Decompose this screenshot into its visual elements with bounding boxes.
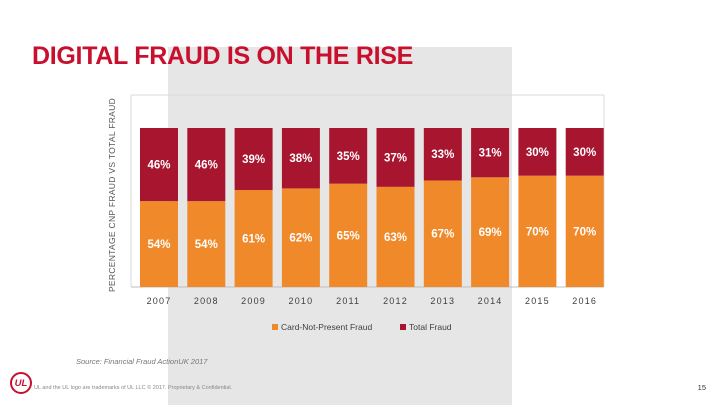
- x-tick-label: 2011: [336, 296, 360, 306]
- ul-logo: UL: [10, 372, 32, 394]
- bar-card-not-present: [471, 177, 510, 287]
- bar-card-not-present: [187, 201, 226, 287]
- legend-label: Total Fraud: [409, 322, 452, 332]
- legend-swatch: [400, 324, 406, 330]
- bar-total-fraud: [329, 128, 368, 184]
- data-label-total-fraud: 31%: [479, 148, 502, 160]
- bar-total-fraud: [471, 128, 510, 178]
- data-label-card-not-present: 63%: [384, 232, 407, 244]
- slide-title: DIGITAL FRAUD IS ON THE RISE: [32, 42, 413, 70]
- source-note: Source: Financial Fraud ActionUK 2017: [76, 357, 208, 366]
- x-tick-label: 2008: [194, 296, 219, 306]
- data-label-card-not-present: 67%: [431, 229, 454, 241]
- bar-total-fraud: [140, 128, 178, 202]
- data-label-total-fraud: 46%: [147, 160, 170, 172]
- x-tick-label: 2009: [241, 296, 266, 306]
- bar-card-not-present: [565, 175, 604, 287]
- bar-card-not-present: [376, 186, 415, 287]
- data-label-card-not-present: 69%: [479, 227, 502, 239]
- x-tick-label: 2007: [147, 296, 172, 306]
- x-tick-label: 2016: [572, 296, 597, 306]
- legend-swatch: [272, 324, 278, 330]
- bar-card-not-present: [423, 180, 462, 287]
- bar-total-fraud: [565, 128, 604, 176]
- data-label-total-fraud: 38%: [289, 153, 312, 165]
- data-label-card-not-present: 70%: [573, 226, 596, 238]
- data-label-total-fraud: 46%: [195, 160, 218, 172]
- x-tick-label: 2012: [383, 296, 408, 306]
- x-tick-label: 2013: [430, 296, 455, 306]
- bar-total-fraud: [423, 128, 462, 181]
- x-tick-label: 2010: [288, 296, 313, 306]
- page-number: 15: [697, 383, 706, 392]
- data-label-total-fraud: 30%: [573, 147, 596, 159]
- x-tick-label: 2015: [525, 296, 550, 306]
- data-label-card-not-present: 70%: [526, 226, 549, 238]
- data-label-card-not-present: 54%: [195, 239, 218, 251]
- data-label-card-not-present: 61%: [242, 234, 265, 246]
- bar-total-fraud: [187, 128, 226, 202]
- data-label-total-fraud: 39%: [242, 154, 265, 166]
- x-tick-label: 2014: [478, 296, 503, 306]
- bar-total-fraud: [281, 128, 320, 189]
- bar-card-not-present: [234, 190, 273, 287]
- data-label-total-fraud: 35%: [337, 151, 360, 163]
- bar-card-not-present: [329, 183, 368, 287]
- bar-card-not-present: [281, 188, 320, 287]
- data-label-total-fraud: 30%: [526, 147, 549, 159]
- data-label-total-fraud: 33%: [431, 149, 454, 161]
- data-label-card-not-present: 62%: [289, 233, 312, 245]
- bar-total-fraud: [518, 128, 557, 176]
- data-label-total-fraud: 37%: [384, 152, 407, 164]
- bar-card-not-present: [140, 201, 178, 287]
- data-label-card-not-present: 54%: [147, 239, 170, 251]
- data-label-card-not-present: 65%: [337, 230, 360, 242]
- bar-card-not-present: [518, 175, 557, 287]
- bar-total-fraud: [234, 128, 273, 191]
- trademark-footer: UL and the UL logo are trademarks of UL …: [34, 385, 233, 391]
- bar-total-fraud: [376, 128, 415, 187]
- legend-label: Card-Not-Present Fraud: [281, 322, 372, 332]
